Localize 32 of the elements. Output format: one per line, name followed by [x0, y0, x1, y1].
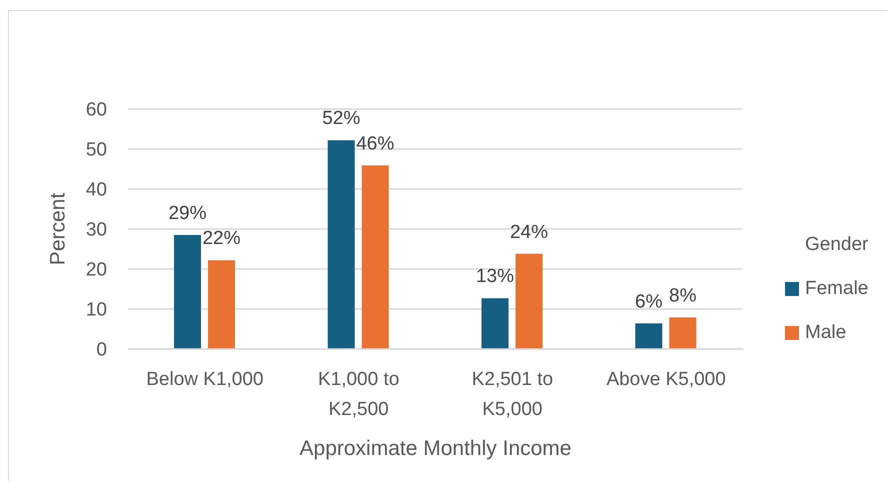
data-label: 8% [669, 285, 697, 306]
data-label: 22% [202, 228, 241, 250]
legend-label: Male [805, 321, 846, 345]
data-label: 13% [476, 266, 514, 288]
y-tick-label: 40 [86, 180, 107, 201]
bar [208, 260, 235, 349]
data-label: 46% [356, 133, 394, 154]
y-tick-label: 30 [86, 220, 107, 241]
x-tick-label: K1,000 to K2,500 [318, 369, 400, 420]
bar [482, 298, 508, 349]
x-axis-title: Approximate Monthly Income [300, 437, 572, 460]
bar [516, 254, 542, 349]
legend-title: Gender [804, 233, 868, 257]
y-tick-label: 20 [86, 260, 107, 281]
x-tick-label: K2,501 to K5,000 [472, 369, 554, 420]
bar [362, 165, 389, 349]
data-label: 52% [322, 108, 360, 130]
bar [328, 140, 355, 349]
data-label: 29% [168, 203, 207, 224]
y-axis-title: Percent [46, 192, 70, 266]
data-label: 24% [510, 222, 548, 243]
bar [635, 323, 662, 349]
y-tick-label: 50 [86, 140, 107, 161]
y-tick-label: 60 [86, 100, 107, 121]
x-tick-label: Above K5,000 [606, 369, 726, 390]
legend-label: Female [805, 277, 868, 301]
y-tick-label: 10 [86, 300, 107, 321]
bar [669, 317, 696, 349]
y-tick-label: 0 [96, 340, 107, 361]
data-label: 6% [635, 291, 663, 312]
x-tick-label: Below K1,000 [146, 369, 264, 390]
bar [174, 235, 201, 349]
